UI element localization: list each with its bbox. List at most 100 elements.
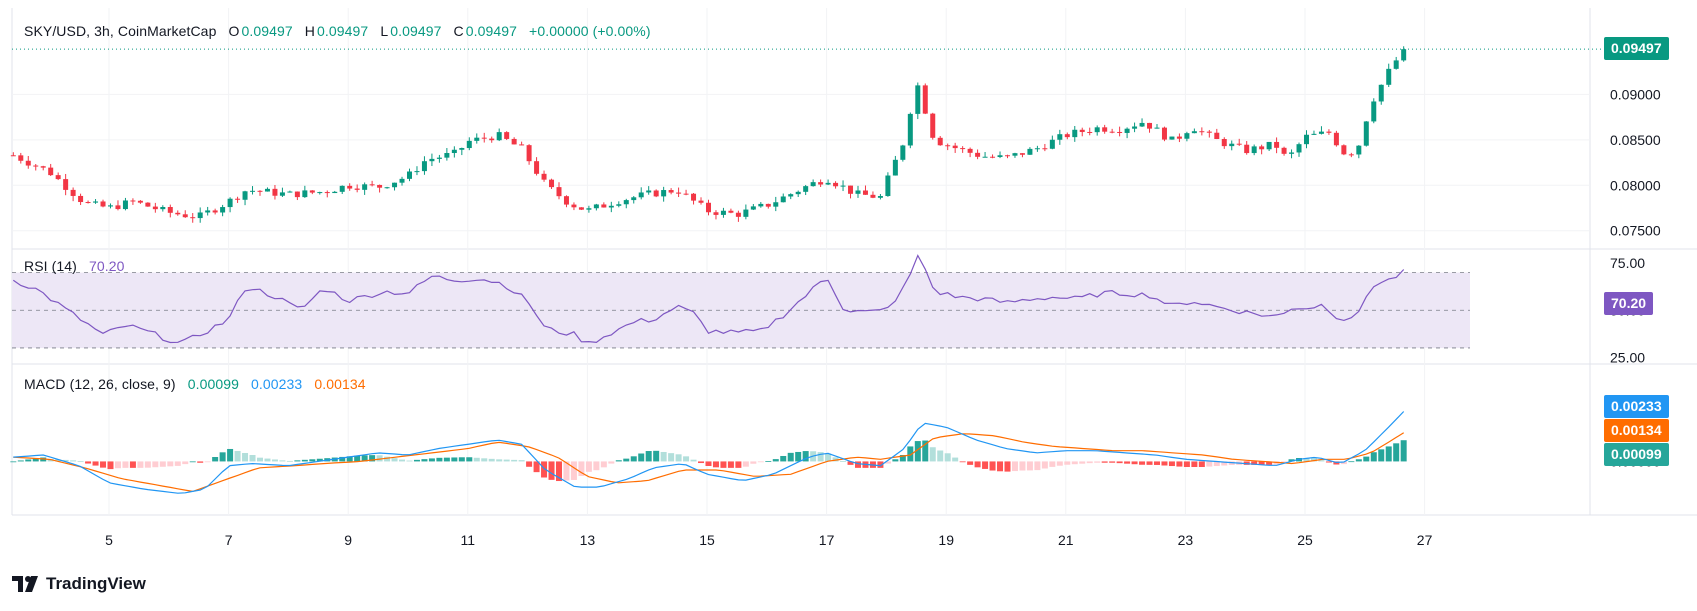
macd-histogram-bar [354,455,361,462]
candle-down [818,182,824,185]
macd-line-value: 0.00233 [251,376,303,392]
candles [10,46,1407,223]
candle-down [713,212,719,215]
candle-down [571,204,577,208]
candle-up [474,137,480,141]
macd-histogram-bar [219,452,226,462]
macd-histogram-bar [466,457,473,462]
candle-up [915,85,921,114]
candle-down [152,206,158,210]
macd-histogram-bar [1258,461,1265,465]
candle-up [780,196,786,203]
macd-histogram-bar [742,461,749,467]
candle-up [406,171,412,179]
macd-histogram-bar [1363,456,1370,462]
macd-histogram-bar [1288,459,1295,462]
macd-histogram-bar [1318,460,1325,462]
candle-up [593,204,599,209]
macd-histogram-bar [555,461,562,482]
macd-histogram-bar [159,461,166,467]
candle-down [1206,131,1212,133]
macd-histogram-value: 0.00099 [187,376,239,392]
candle-down [937,137,943,146]
candle-up [825,182,831,185]
macd-histogram-bar [256,457,263,462]
macd-histogram-bar [488,458,495,462]
candle-down [85,202,91,204]
macd-histogram-bar [1370,452,1377,462]
last-price-tag: 0.09497 [1604,37,1669,60]
macd-histogram-bar [481,458,488,462]
candle-up [1229,143,1235,147]
macd-histogram-bar [1153,461,1160,465]
macd-histogram-bar [638,453,645,462]
macd-histogram-bar [1340,461,1347,465]
candle-up [1311,133,1317,135]
candle-down [1281,147,1287,154]
candle-down [1274,141,1280,148]
macd-histogram-bar [55,459,62,462]
macd-histogram-bar [780,455,787,462]
candle-down [182,214,188,218]
candle-up [444,153,450,158]
macd-histogram-bar [974,461,981,468]
candle-up [788,194,794,197]
candle-up [1371,101,1377,122]
rsi-tick-label: 25.00 [1610,349,1645,365]
candle-down [100,201,106,207]
candle-down [975,152,981,157]
macd-histogram-bar [585,461,592,472]
candle-up [384,187,390,189]
candle-down [25,160,31,166]
candle-up [317,192,323,194]
macd-histogram-bar [264,458,271,462]
macd-histogram-bar [271,459,278,462]
macd-histogram-bar [1378,449,1385,462]
candle-down [691,193,697,201]
candle-up [451,149,457,154]
candle-down [48,167,54,176]
macd-histogram-bar [937,450,944,462]
macd-histogram-bar [503,459,510,462]
macd-histogram-bar [1348,461,1355,463]
macd-histogram-bar [369,455,376,462]
macd-histogram-bar [242,452,249,462]
macd-histogram-bar [922,440,929,462]
macd-histogram-bar [645,451,652,462]
macd-histogram-bar [189,461,196,463]
candle-down [145,202,151,207]
macd-histogram-bar [1116,461,1123,464]
candle-down [534,161,540,174]
candle-down [833,182,839,187]
candle-down [1199,131,1205,133]
macd-histogram-bar [653,450,660,462]
candle-up [466,140,472,149]
candle-down [1102,127,1108,132]
macd-histogram-bar [593,461,600,471]
macd-histogram-bar [959,461,966,463]
candle-up [892,159,898,176]
tradingview-label: TradingView [46,574,146,593]
tradingview-brand[interactable]: TradingView [12,574,146,594]
price-tick-label: 0.08000 [1610,177,1661,193]
macd-histogram-bar [698,461,705,464]
macd-histogram-bar [600,461,607,468]
candle-up [1356,145,1362,155]
macd-histogram-bar [683,456,690,462]
macd-histogram-bar [1385,446,1392,462]
macd-histogram-bar [1393,443,1400,462]
candle-up [93,201,99,203]
macd-histogram-bar [1019,461,1026,471]
candle-down [578,207,584,210]
candle-down [1176,136,1182,139]
price-tick-label: 0.08500 [1610,132,1661,148]
macd-histogram-bar [85,461,92,464]
macd-histogram-bar [1303,458,1310,462]
candle-down [309,190,315,193]
macd-histogram-bar [1310,458,1317,462]
macd-histogram-bar [854,461,861,468]
macd-histogram-bar [92,461,99,466]
macd-histogram-bar [32,458,39,462]
